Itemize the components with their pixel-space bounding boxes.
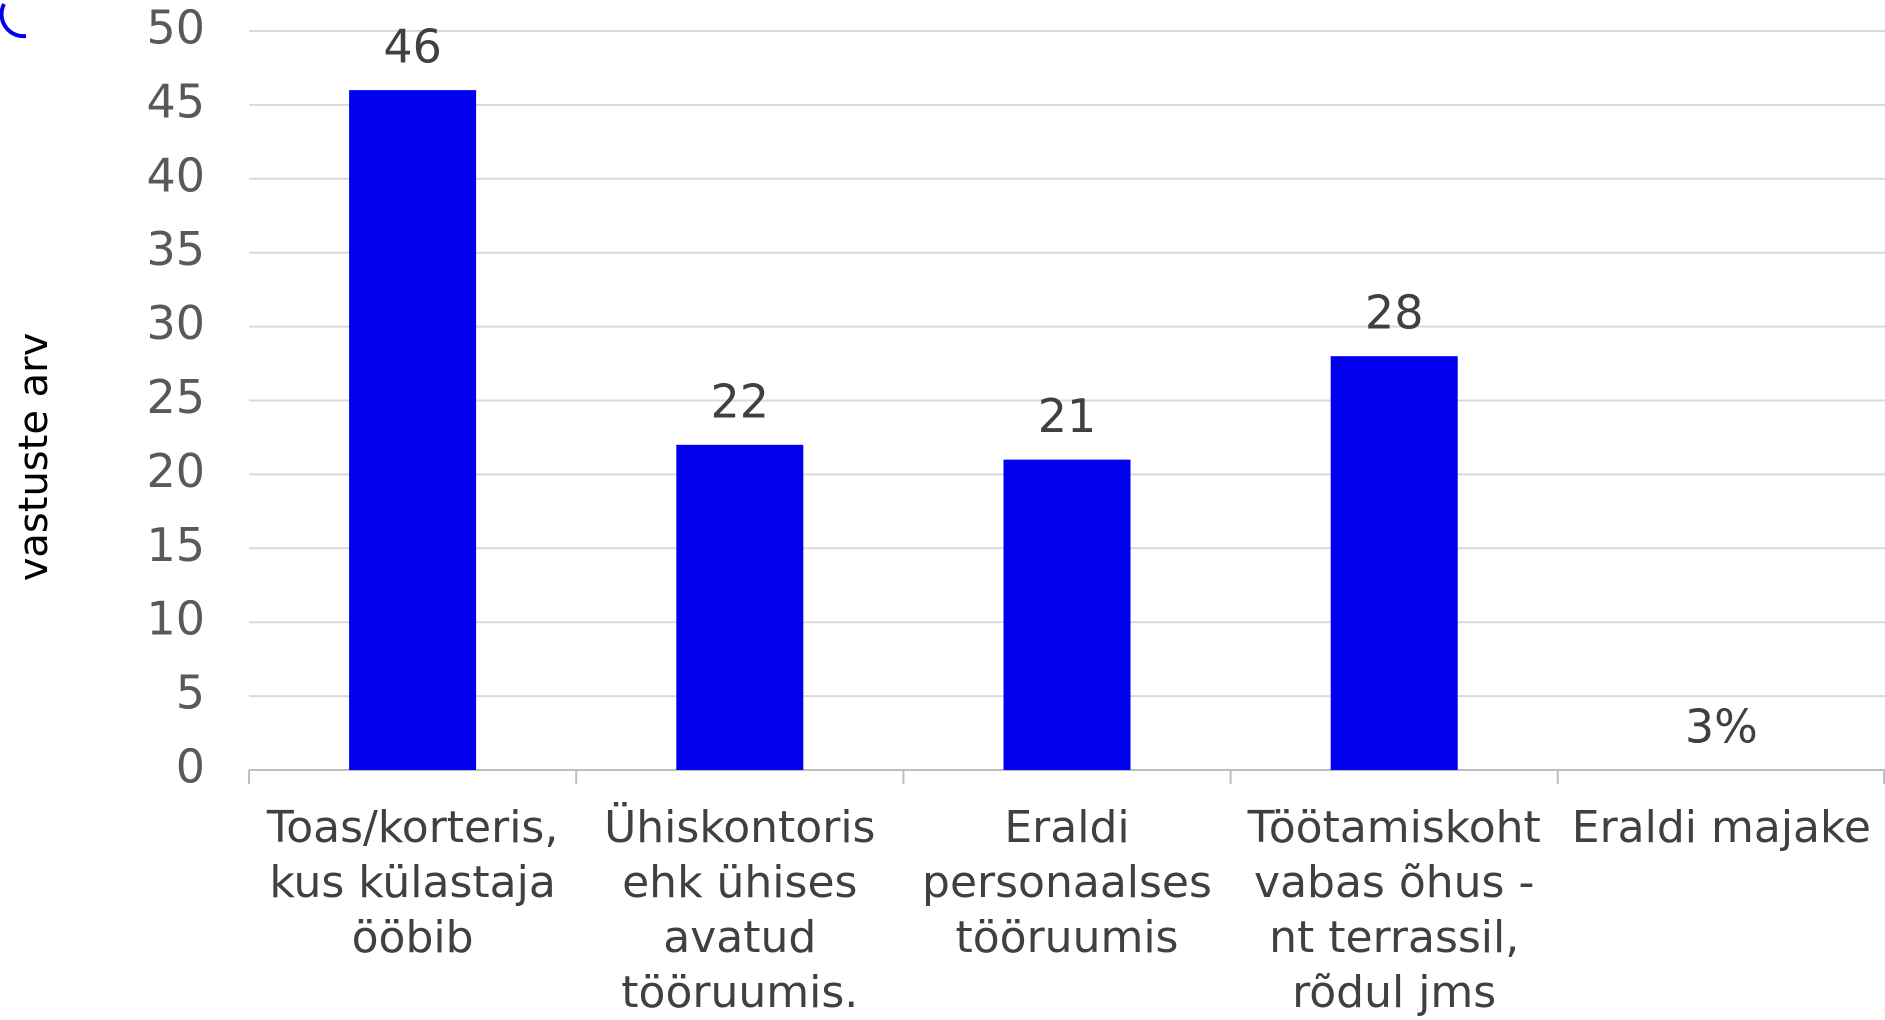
y-tick-label: 25 [146,370,205,424]
x-tick-label: Ühiskontoris ehk ühises avatud tööruumis… [604,802,876,1018]
y-tick-label: 0 [176,740,205,794]
y-tick-label: 35 [146,222,205,276]
y-tick-label: 30 [146,296,205,350]
y-tick-label: 40 [146,148,205,202]
bar [1003,459,1131,770]
value-label: 46 [383,20,442,74]
bar [676,444,804,770]
bar [1330,356,1458,770]
x-tick-label: Eraldi personaalses tööruumis [922,802,1212,963]
annotation: 3% [1685,700,1758,754]
y-tick-label: 15 [146,518,205,572]
cut-off-glyph [0,3,27,39]
value-label: 28 [1365,286,1424,340]
y-tick-label: 5 [176,666,205,720]
bar [349,90,477,771]
y-tick-label: 45 [146,74,205,128]
x-tick-label: Eraldi majake [1571,802,1871,853]
value-label: 21 [1038,389,1097,443]
x-tick-label: Toas/korteris, kus külastaja ööbib [266,802,559,963]
y-tick-label: 10 [146,592,205,646]
y-axis-title: vastuste arv [11,333,57,582]
y-tick-label: 50 [146,1,205,55]
value-label: 22 [711,374,770,428]
y-tick-label: 20 [146,444,205,498]
x-tick-label: Töötamiskoht vabas õhus - nt terrassil, … [1247,802,1541,1018]
